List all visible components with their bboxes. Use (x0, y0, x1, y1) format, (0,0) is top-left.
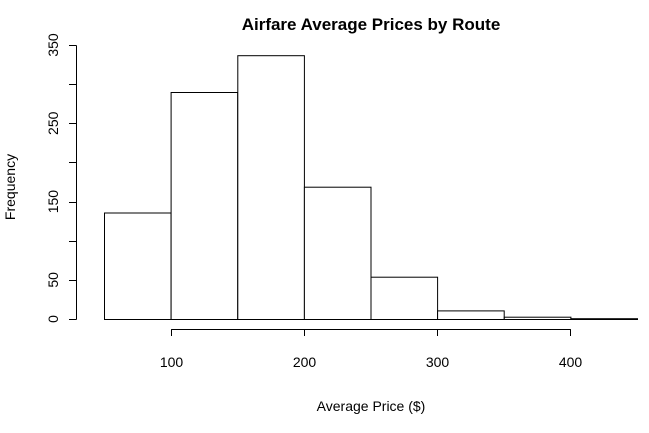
x-tick-label: 300 (426, 354, 450, 370)
histogram-bar-1 (170, 92, 239, 320)
y-tick-label: 0 (45, 315, 61, 323)
histogram-bar-3 (303, 186, 372, 320)
histogram-bars (104, 55, 639, 321)
y-tick-label: 250 (45, 111, 61, 135)
y-tick-label: 50 (45, 272, 61, 288)
x-tick-label: 100 (160, 354, 184, 370)
x-tick-label: 200 (293, 354, 317, 370)
y-axis: 0 50 150 250 350 (45, 33, 77, 323)
histogram-bar-0 (104, 212, 172, 320)
x-axis-label: Average Price ($) (317, 398, 426, 414)
histogram-bar-2 (237, 55, 305, 320)
chart-title: Airfare Average Prices by Route (242, 15, 501, 34)
x-axis: 100 200 300 400 (160, 329, 583, 370)
histogram-bar-4 (370, 276, 439, 321)
y-axis-label: Frequency (2, 154, 18, 220)
y-tick-label: 150 (45, 190, 61, 214)
histogram-bar-6 (503, 316, 572, 321)
y-tick-label: 350 (45, 33, 61, 57)
histogram-bar-5 (437, 310, 505, 320)
histogram-bar-7 (570, 318, 639, 321)
x-tick-label: 400 (559, 354, 583, 370)
